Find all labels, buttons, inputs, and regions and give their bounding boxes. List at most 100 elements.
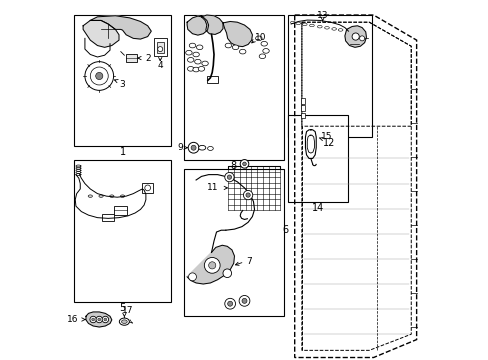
Ellipse shape	[109, 195, 114, 197]
Text: 13: 13	[316, 11, 328, 20]
Bar	[228, 166, 280, 211]
Polygon shape	[344, 26, 366, 47]
Ellipse shape	[317, 26, 322, 28]
Circle shape	[240, 159, 248, 168]
Ellipse shape	[309, 24, 314, 27]
Circle shape	[242, 162, 246, 166]
Polygon shape	[223, 22, 252, 46]
Circle shape	[204, 257, 220, 273]
Ellipse shape	[262, 49, 269, 53]
Circle shape	[98, 318, 101, 321]
Ellipse shape	[261, 41, 267, 46]
Ellipse shape	[192, 67, 199, 72]
Circle shape	[227, 301, 232, 306]
Ellipse shape	[224, 43, 231, 48]
Ellipse shape	[295, 22, 300, 24]
Text: 8: 8	[230, 161, 236, 171]
Text: 1: 1	[119, 147, 125, 157]
Bar	[156, 42, 163, 53]
Ellipse shape	[187, 58, 194, 62]
Circle shape	[144, 185, 150, 191]
Circle shape	[92, 318, 94, 321]
Ellipse shape	[120, 195, 124, 197]
Bar	[142, 183, 153, 193]
Text: 3: 3	[120, 80, 125, 89]
Circle shape	[223, 269, 231, 278]
Ellipse shape	[198, 67, 204, 71]
Circle shape	[224, 298, 235, 309]
Ellipse shape	[324, 27, 328, 29]
Polygon shape	[187, 245, 234, 284]
Text: 6: 6	[282, 225, 288, 235]
Text: 10: 10	[254, 33, 266, 42]
Bar	[287, 116, 348, 202]
Circle shape	[104, 318, 106, 321]
Ellipse shape	[88, 195, 92, 197]
Circle shape	[239, 296, 249, 306]
Circle shape	[90, 316, 96, 323]
Bar	[153, 39, 166, 56]
Bar	[114, 206, 126, 215]
Bar	[183, 169, 284, 316]
Circle shape	[227, 175, 231, 179]
Text: 15: 15	[321, 132, 332, 141]
Ellipse shape	[302, 23, 306, 26]
Circle shape	[208, 262, 215, 269]
Ellipse shape	[196, 45, 203, 50]
Ellipse shape	[185, 50, 192, 55]
Circle shape	[85, 62, 113, 90]
Bar	[301, 98, 304, 104]
Bar	[183, 15, 284, 160]
Ellipse shape	[99, 195, 103, 197]
Ellipse shape	[207, 147, 213, 150]
Circle shape	[243, 190, 252, 200]
Ellipse shape	[331, 28, 336, 30]
Circle shape	[90, 67, 108, 85]
Bar	[126, 54, 137, 62]
Ellipse shape	[194, 59, 201, 64]
Polygon shape	[83, 21, 119, 47]
Bar	[301, 113, 304, 118]
Bar	[102, 214, 114, 221]
Circle shape	[224, 172, 234, 182]
Polygon shape	[90, 16, 151, 39]
Polygon shape	[201, 15, 223, 35]
Ellipse shape	[232, 45, 238, 50]
Polygon shape	[86, 312, 112, 327]
Ellipse shape	[187, 67, 194, 71]
Ellipse shape	[259, 54, 265, 59]
Text: 5: 5	[119, 303, 125, 314]
Circle shape	[245, 193, 250, 197]
Text: 11: 11	[207, 183, 218, 192]
Bar	[206, 76, 217, 83]
Circle shape	[158, 46, 163, 51]
Text: 17: 17	[122, 306, 133, 315]
Ellipse shape	[202, 61, 208, 66]
Text: 12: 12	[323, 138, 335, 148]
Circle shape	[359, 36, 364, 41]
Bar	[287, 15, 371, 137]
Bar	[74, 15, 171, 146]
Ellipse shape	[121, 320, 127, 323]
Polygon shape	[187, 16, 208, 35]
Circle shape	[188, 273, 196, 281]
Ellipse shape	[198, 145, 205, 150]
Circle shape	[191, 145, 196, 150]
Ellipse shape	[192, 52, 199, 57]
Text: 14: 14	[311, 203, 324, 213]
Text: 2: 2	[145, 54, 151, 63]
Bar	[74, 160, 171, 302]
Ellipse shape	[255, 36, 262, 41]
Ellipse shape	[338, 29, 342, 31]
Text: 4: 4	[157, 62, 163, 71]
Circle shape	[96, 72, 102, 80]
Circle shape	[96, 316, 102, 323]
Ellipse shape	[189, 43, 195, 48]
Ellipse shape	[239, 49, 245, 54]
Text: 16: 16	[67, 315, 78, 324]
Circle shape	[102, 316, 108, 323]
Circle shape	[188, 142, 199, 153]
Text: 7: 7	[245, 257, 251, 266]
Ellipse shape	[290, 21, 295, 24]
Text: 9: 9	[177, 143, 183, 152]
